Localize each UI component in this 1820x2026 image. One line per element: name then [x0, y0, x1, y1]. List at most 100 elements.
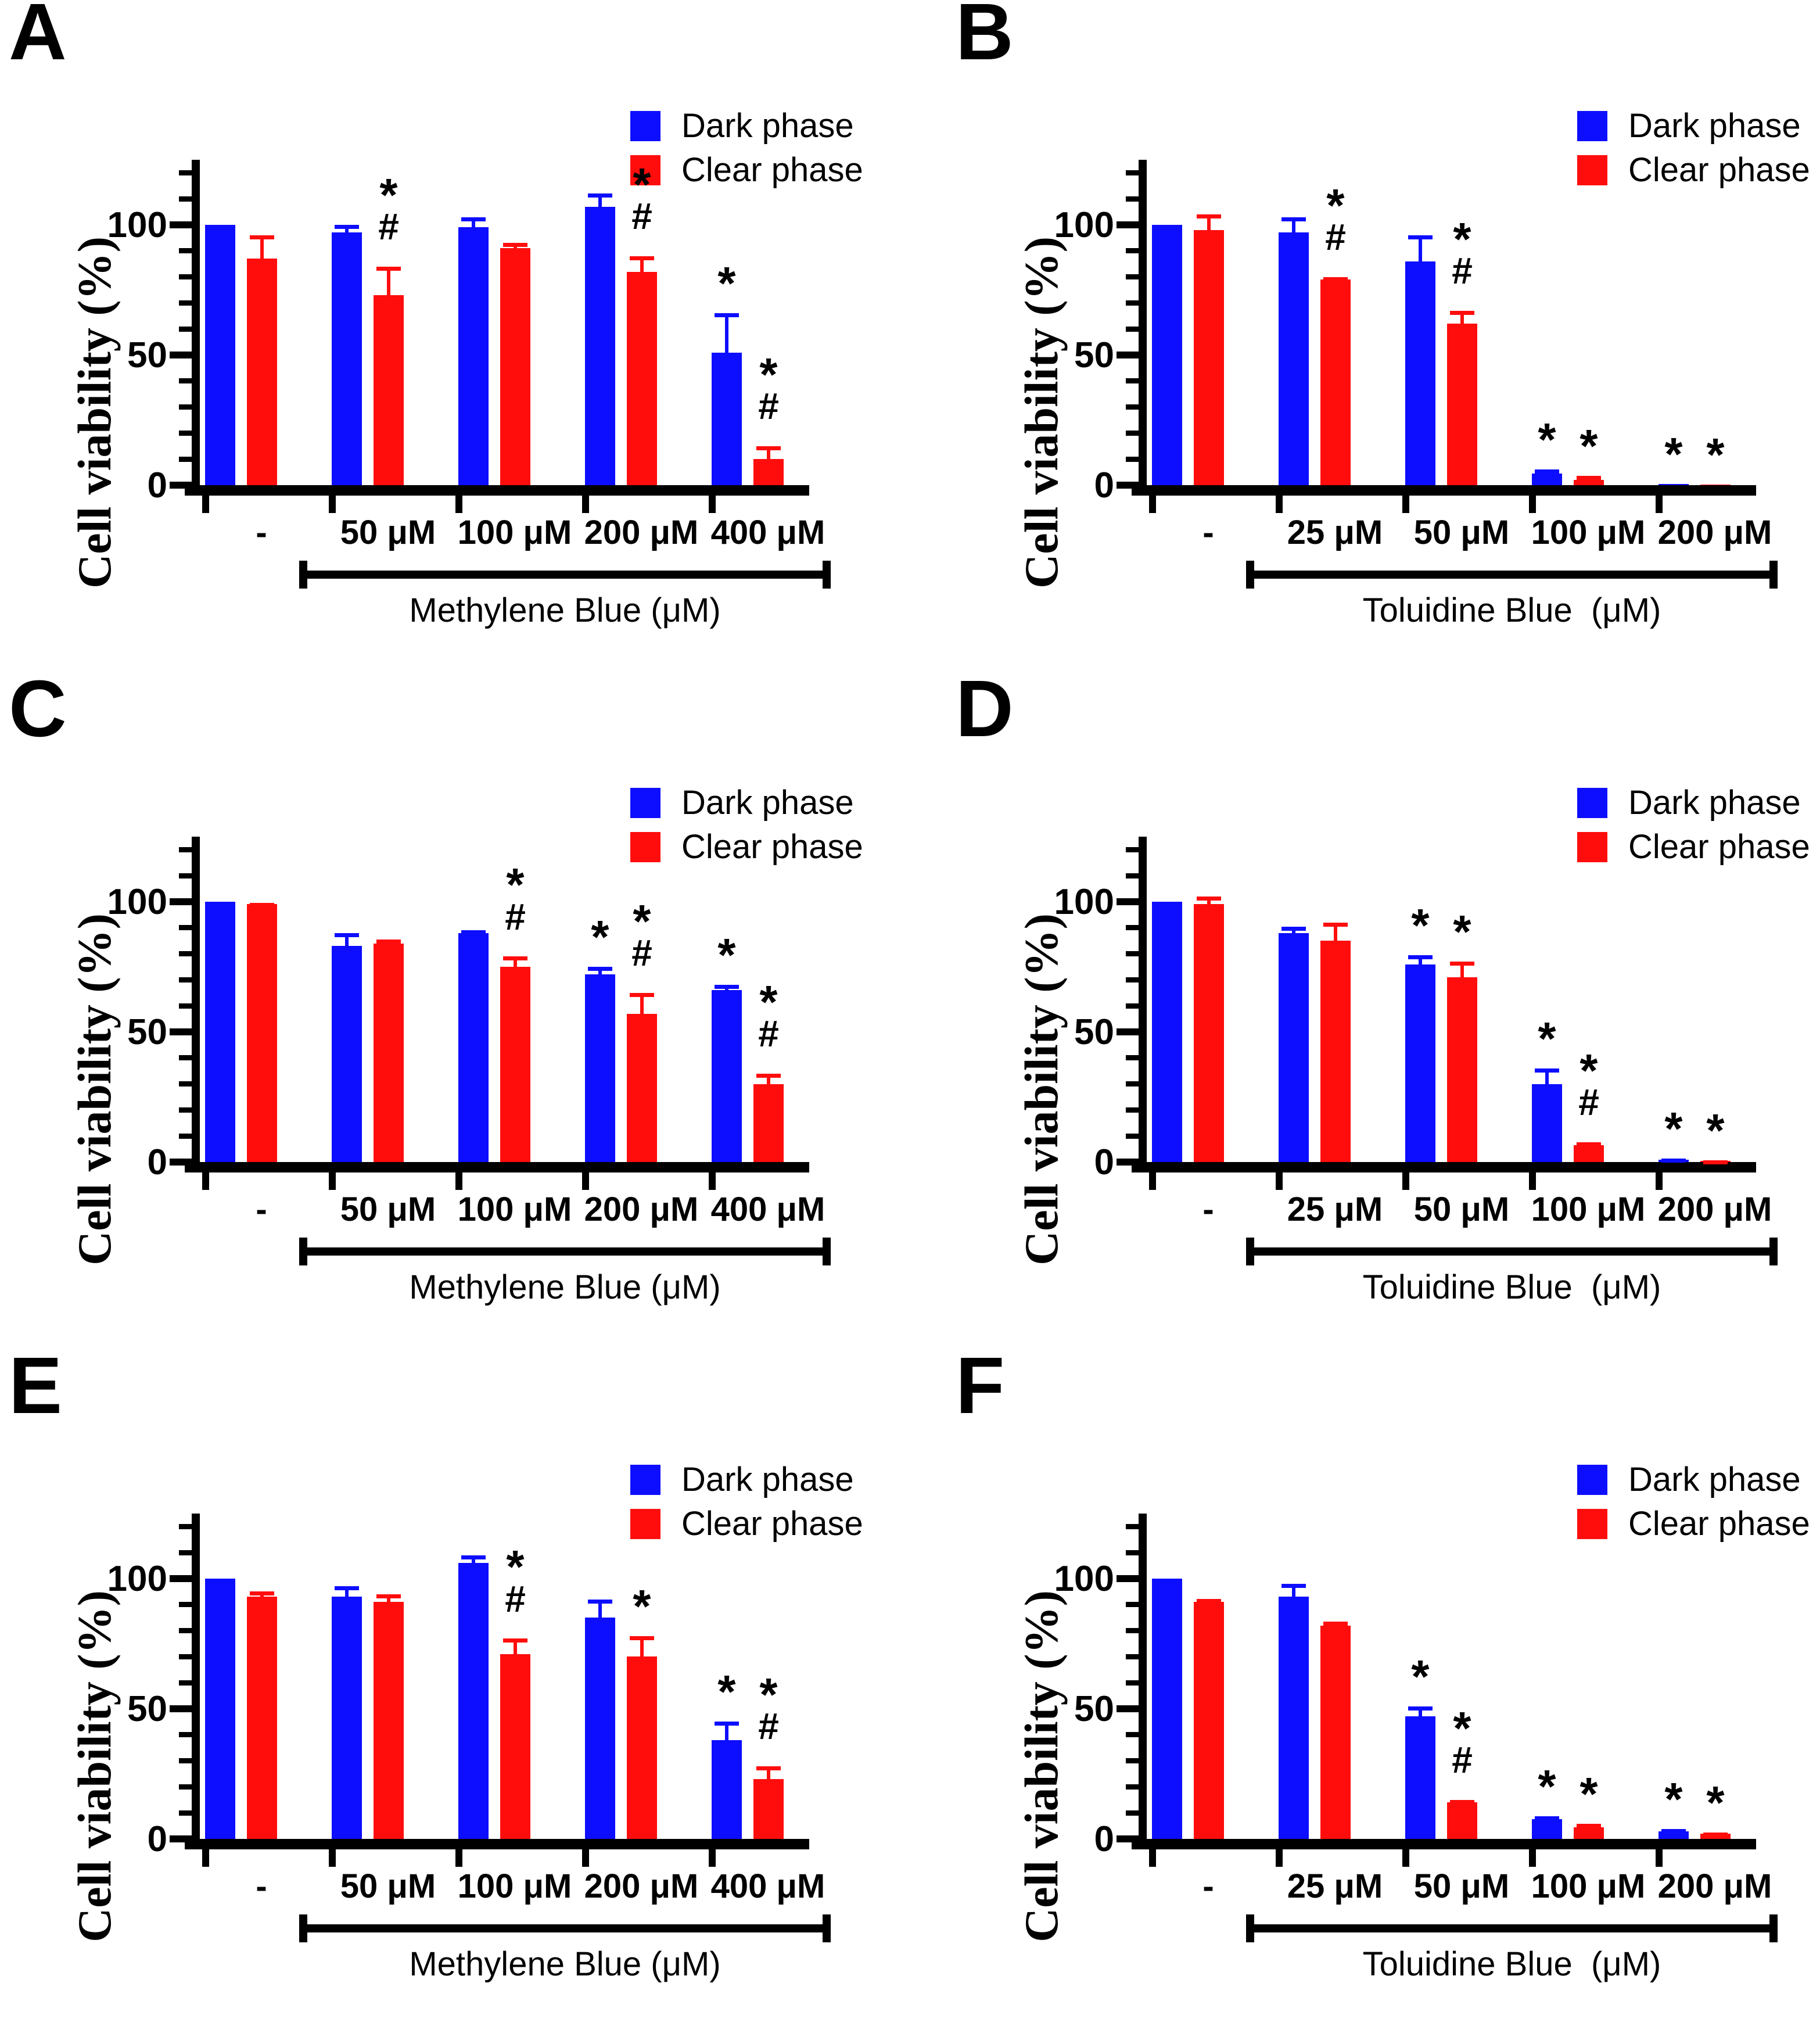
bar-dark-phase — [585, 974, 615, 1162]
bar-dark-phase — [585, 1618, 615, 1839]
y-tick-label: 100 — [1054, 882, 1114, 922]
y-axis-title: Cell viability (%) — [1015, 1590, 1068, 1942]
legend-label-clear: Clear phase — [681, 151, 863, 189]
y-tick-label: 100 — [107, 1559, 167, 1599]
significance-annotation: * — [692, 1669, 762, 1715]
bar-dark-phase — [1279, 1597, 1309, 1839]
x-tick-label: 50 μM — [1413, 1867, 1510, 1905]
significance-star: * — [1706, 1105, 1725, 1157]
significance-hash: # — [1452, 250, 1473, 292]
error-bar-cap — [335, 1586, 359, 1591]
y-minor-tick — [179, 1003, 192, 1009]
significance-star: * — [1580, 420, 1598, 472]
error-bar-cap — [756, 446, 781, 450]
range-bracket-cap-left — [299, 1914, 307, 1942]
error-bar-stem — [1419, 235, 1422, 261]
y-tick-label: 0 — [1094, 1819, 1114, 1859]
significance-annotation: * — [1639, 431, 1708, 477]
legend-label-clear: Clear phase — [1628, 1505, 1810, 1543]
y-minor-tick — [179, 1784, 192, 1790]
dark-phase-swatch-icon — [1577, 788, 1607, 818]
x-tick — [1276, 1172, 1283, 1190]
y-minor-tick — [1126, 248, 1139, 254]
significance-star: * — [1326, 179, 1345, 231]
significance-annotation: * — [1512, 1763, 1582, 1809]
legend-label-clear: Clear phase — [1628, 828, 1810, 866]
y-axis-spine — [192, 160, 200, 496]
legend-label-dark: Dark phase — [681, 1461, 854, 1498]
significance-annotation: * — [1681, 1780, 1750, 1826]
significance-star: * — [506, 859, 525, 911]
x-axis-baseline — [1132, 485, 1756, 496]
significance-annotation: * # — [607, 158, 677, 235]
range-bracket-cap-left — [1246, 1238, 1254, 1265]
significance-hash: # — [1578, 1081, 1599, 1124]
y-major-tick — [170, 898, 192, 905]
bar-clear-phase — [247, 904, 277, 1162]
panel-letter: F — [956, 1341, 1005, 1430]
x-tick-label: 100 μM — [457, 514, 572, 551]
dark-phase-swatch-icon — [630, 111, 660, 141]
x-tick-label: 400 μM — [710, 1191, 825, 1228]
x-tick — [1656, 496, 1663, 513]
y-major-tick — [170, 1705, 192, 1712]
legend-row-clear: Clear phase — [1577, 1507, 1810, 1541]
panel-letter: A — [9, 0, 67, 77]
range-bracket-line — [299, 1247, 831, 1256]
clear-phase-swatch-icon — [630, 155, 660, 185]
significance-hash: # — [631, 932, 652, 974]
significance-annotation: * — [1427, 909, 1497, 955]
y-minor-tick — [179, 1133, 192, 1139]
dark-phase-swatch-icon — [1577, 1465, 1607, 1495]
x-tick — [329, 496, 336, 513]
error-bar-cap — [461, 217, 486, 221]
x-axis-baseline — [185, 485, 809, 496]
x-tick-label: 25 μM — [1287, 1867, 1383, 1905]
bar-clear-phase — [753, 1084, 784, 1162]
x-tick — [329, 1172, 336, 1190]
significance-annotation: * — [1554, 1771, 1624, 1817]
error-bar-cap — [1281, 1583, 1306, 1588]
y-minor-tick — [179, 977, 192, 982]
significance-hash: # — [378, 206, 399, 248]
significance-hash: # — [758, 1705, 779, 1748]
x-tick — [1656, 1172, 1663, 1190]
error-bar-cap — [1703, 1160, 1728, 1165]
error-bar-cap — [630, 256, 654, 260]
significance-star: * — [633, 158, 651, 210]
error-bar-cap — [461, 930, 486, 935]
significance-star: * — [1538, 1012, 1556, 1064]
y-minor-tick — [1126, 847, 1139, 852]
y-minor-tick — [1126, 300, 1139, 306]
x-tick — [1149, 1172, 1156, 1190]
error-bar-stem — [767, 1766, 770, 1779]
chart-panel-D: D Dark phase Clear phase Cell viability (%)… — [947, 669, 1820, 1352]
significance-star: * — [1453, 1702, 1471, 1754]
chart-panel-E: E Dark phase Clear phase Cell viability (%)… — [0, 1346, 910, 2026]
significance-star: * — [1453, 213, 1471, 265]
y-tick-label: 100 — [1054, 1559, 1114, 1599]
bar-clear-phase — [1194, 230, 1224, 485]
significance-star: * — [1580, 1044, 1598, 1096]
y-minor-tick — [1126, 1602, 1139, 1608]
bar-dark-phase — [712, 1740, 742, 1839]
error-bar-stem — [387, 266, 390, 295]
y-minor-tick — [179, 430, 192, 436]
legend-label-clear: Clear phase — [1628, 151, 1810, 189]
bar-dark-phase — [585, 206, 615, 485]
chart-panel-C: C Dark phase Clear phase Cell viability (%)… — [0, 669, 910, 1352]
y-tick-label: 50 — [1074, 1689, 1114, 1729]
y-tick-label: 0 — [147, 1142, 167, 1182]
range-bracket-line — [1246, 1247, 1778, 1256]
x-tick — [202, 1849, 209, 1867]
error-bar-cap — [1323, 922, 1348, 927]
dark-phase-swatch-icon — [630, 1465, 660, 1495]
error-bar-cap — [715, 985, 739, 989]
error-bar-stem — [1460, 310, 1464, 324]
error-bar-cap — [250, 235, 274, 239]
significance-annotation: * — [692, 260, 762, 306]
x-tick — [455, 1172, 462, 1190]
bar-dark-phase — [712, 990, 742, 1162]
error-bar-cap — [756, 1073, 781, 1078]
error-bar-cap — [503, 1638, 527, 1643]
